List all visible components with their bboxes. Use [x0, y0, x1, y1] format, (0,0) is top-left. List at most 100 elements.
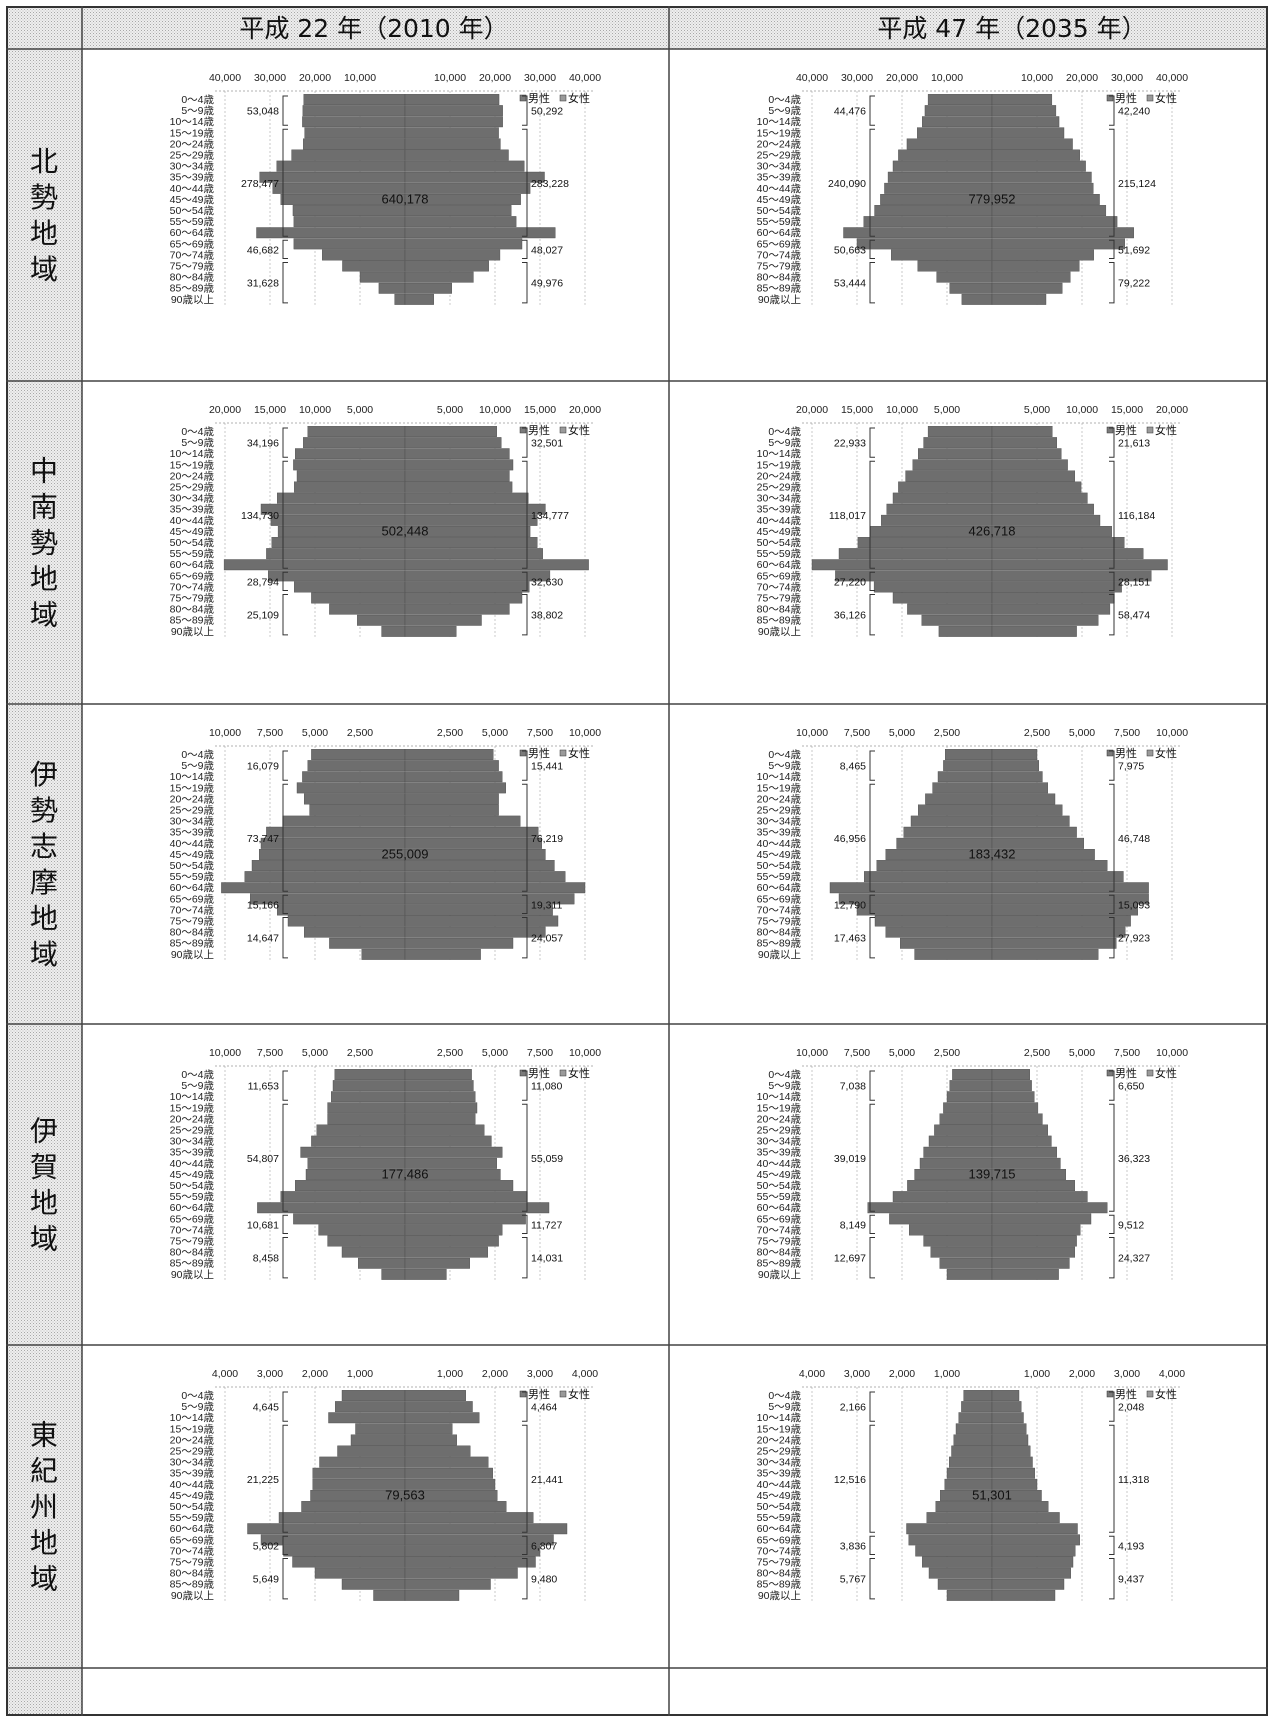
bar-male — [355, 1423, 406, 1435]
region-label-char: 勢 — [30, 527, 58, 560]
bracket-value-female: 21,441 — [531, 1474, 563, 1486]
age-bracket-right — [522, 1214, 528, 1234]
age-label: 20～24歳 — [170, 793, 215, 805]
legend-male: 男性 — [528, 1387, 550, 1401]
age-label: 45～49歳 — [170, 526, 215, 538]
bar-female — [991, 826, 1077, 838]
bracket-value-male: 4,645 — [253, 1402, 279, 1414]
bracket-value-female: 46,748 — [1118, 833, 1150, 845]
bar-male — [885, 926, 993, 938]
bar-female — [991, 860, 1108, 871]
age-label: 90歳以上 — [758, 949, 801, 961]
legend-swatch-male — [1106, 749, 1114, 757]
bar-female — [404, 1168, 501, 1180]
age-bracket-left — [869, 1558, 875, 1600]
legend-swatch-female — [559, 749, 567, 757]
pyramid-1-2035: 40,000 30,000 20,000 10,000 10,000 20,000 30,0… — [757, 72, 1189, 306]
bracket-value-male: 134,730 — [241, 510, 279, 522]
bracket-value-female: 283,228 — [531, 178, 569, 190]
bar-female — [991, 238, 1125, 250]
age-label: 5～9歳 — [181, 437, 214, 449]
total-population: 51,301 — [972, 1487, 1012, 1502]
bracket-value-male: 278,477 — [241, 178, 279, 190]
age-bracket-left — [282, 1558, 288, 1600]
region-label-char: 勢 — [30, 181, 58, 214]
bar-female — [404, 526, 531, 537]
bracket-value-male: 10,681 — [247, 1219, 279, 1231]
bar-female — [404, 592, 523, 604]
age-label: 70～74歳 — [170, 581, 215, 593]
bar-female — [404, 94, 500, 106]
bar-male — [951, 1445, 993, 1457]
x-tick-label: 5,000 — [889, 1047, 915, 1059]
charts: 40,000 30,000 20,000 10,000 10,000 20,000 30,0… — [170, 72, 1189, 1602]
age-label: 90歳以上 — [171, 626, 214, 638]
bar-female — [404, 1268, 447, 1280]
age-bracket-left — [869, 750, 875, 781]
x-tick-label: 20,000 — [886, 72, 918, 84]
bar-male — [302, 771, 406, 783]
bracket-value-male: 5,649 — [253, 1574, 279, 1586]
bracket-value-female: 79,222 — [1118, 278, 1150, 290]
bar-male — [300, 1146, 406, 1158]
x-tick-label: 10,000 — [479, 404, 511, 416]
legend-female: 女性 — [1155, 91, 1177, 105]
age-bracket-left — [869, 917, 875, 959]
x-tick-label: 40,000 — [209, 72, 241, 84]
bar-female — [991, 1213, 1092, 1225]
bar-female — [404, 238, 523, 250]
region-label-char: 域 — [30, 1563, 58, 1596]
age-label: 55～59歳 — [757, 548, 802, 560]
legend-female: 女性 — [1155, 423, 1177, 437]
age-label: 75～79歳 — [757, 916, 802, 928]
bracket-value-male: 8,458 — [253, 1253, 279, 1265]
bar-female — [991, 815, 1070, 827]
bar-male — [334, 1069, 406, 1081]
bar-male — [304, 793, 406, 805]
bar-female — [404, 1213, 526, 1225]
x-tick-label: 10,000 — [796, 1047, 828, 1059]
bar-female — [991, 216, 1118, 228]
region-label-char: 紀 — [30, 1455, 58, 1488]
bar-female — [991, 1157, 1061, 1169]
age-bracket-left — [869, 894, 875, 914]
bar-male — [293, 238, 406, 250]
bar-female — [404, 937, 514, 949]
age-label: 70～74歳 — [170, 1224, 215, 1236]
bracket-value-female: 48,027 — [531, 244, 563, 256]
age-label: 55～59歳 — [757, 1512, 802, 1524]
bar-male — [906, 138, 993, 150]
legend-swatch-male — [519, 749, 527, 757]
x-tick-label: 2,500 — [347, 1047, 373, 1059]
bar-female — [991, 138, 1073, 150]
bar-male — [949, 282, 993, 294]
bar-female — [991, 1567, 1071, 1579]
bar-male — [935, 1501, 993, 1513]
legend-male: 男性 — [528, 746, 550, 760]
bar-female — [991, 182, 1094, 194]
bar-male — [312, 1467, 406, 1479]
x-tick-label: 10,000 — [1066, 404, 1098, 416]
age-bracket-right — [522, 1535, 528, 1555]
bar-male — [857, 537, 993, 548]
age-label: 25～29歳 — [170, 1125, 215, 1137]
age-label: 45～49歳 — [170, 1169, 215, 1181]
bracket-value-female: 6,650 — [1118, 1081, 1144, 1093]
bar-female — [991, 749, 1038, 760]
bar-female — [404, 127, 499, 139]
age-label: 30～34歳 — [170, 1457, 215, 1469]
bar-female — [991, 1113, 1043, 1125]
bar-female — [404, 837, 543, 849]
age-bracket-right — [1109, 750, 1115, 781]
age-label: 25～29歳 — [757, 1446, 802, 1458]
age-label: 20～24歳 — [170, 470, 215, 482]
bar-male — [283, 1545, 406, 1557]
bar-male — [303, 437, 406, 449]
bar-female — [404, 1556, 536, 1568]
age-label: 70～74歳 — [757, 249, 802, 261]
region-label-char: 南 — [30, 491, 58, 524]
age-label: 0～4歳 — [768, 426, 801, 438]
age-label: 70～74歳 — [757, 1545, 802, 1557]
bar-female — [404, 149, 509, 161]
x-tick-label: 7,500 — [844, 727, 870, 739]
